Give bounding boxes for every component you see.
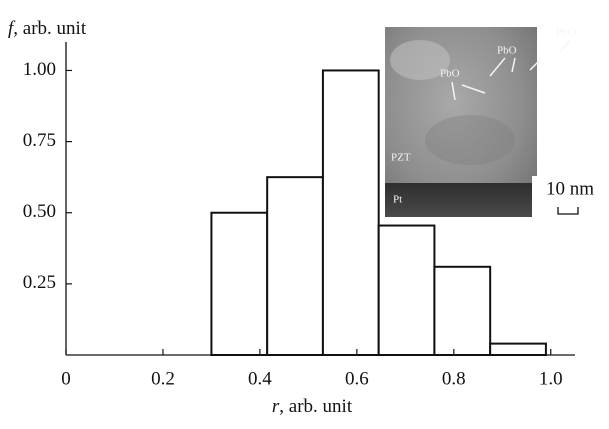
x-axis-label: r, arb. unit xyxy=(272,396,353,417)
inset-label: PZT xyxy=(391,152,411,164)
inset-arrows xyxy=(451,39,571,101)
bar xyxy=(433,265,492,357)
x-tick-label: 0.6 xyxy=(345,368,369,389)
scale-bar xyxy=(557,207,579,215)
scale-bar-label: 10 nm xyxy=(546,178,594,199)
bar xyxy=(210,211,269,356)
y-axis-symbol: f xyxy=(8,18,16,39)
x-tick-label: 0.4 xyxy=(248,368,272,389)
y-tick-label: 1.00 xyxy=(23,59,56,80)
bar xyxy=(266,176,324,356)
scale-bar-bg xyxy=(532,176,608,218)
inset-substrate xyxy=(385,183,537,217)
y-tick-label: 0.25 xyxy=(23,272,56,293)
y-tick-label: 0.75 xyxy=(23,130,56,151)
inset-texture xyxy=(390,40,450,80)
x-axis-unit: , arb. unit xyxy=(279,396,353,417)
x-tick-label: 1.0 xyxy=(539,368,563,389)
inset-label: Pt xyxy=(393,194,402,206)
y-axis-label: f, arb. unit xyxy=(8,18,87,39)
y-tick-label: 0.50 xyxy=(23,201,56,222)
x-tick-label: 0.2 xyxy=(151,368,175,389)
bar xyxy=(377,224,436,356)
x-tick-label: 0 xyxy=(61,368,71,389)
bar xyxy=(489,342,547,357)
y-axis-unit: , arb. unit xyxy=(13,18,87,39)
inset-label: PbO xyxy=(440,68,460,80)
inset-label: PbO xyxy=(497,45,517,57)
x-axis-symbol: r xyxy=(272,396,280,417)
x-tick-label: 0.8 xyxy=(442,368,466,389)
inset-label: PbO xyxy=(556,27,576,39)
inset-texture xyxy=(425,115,515,165)
bar xyxy=(321,69,380,356)
inset: PbO PbO PbO PZT Pt 10 nm xyxy=(385,27,608,218)
